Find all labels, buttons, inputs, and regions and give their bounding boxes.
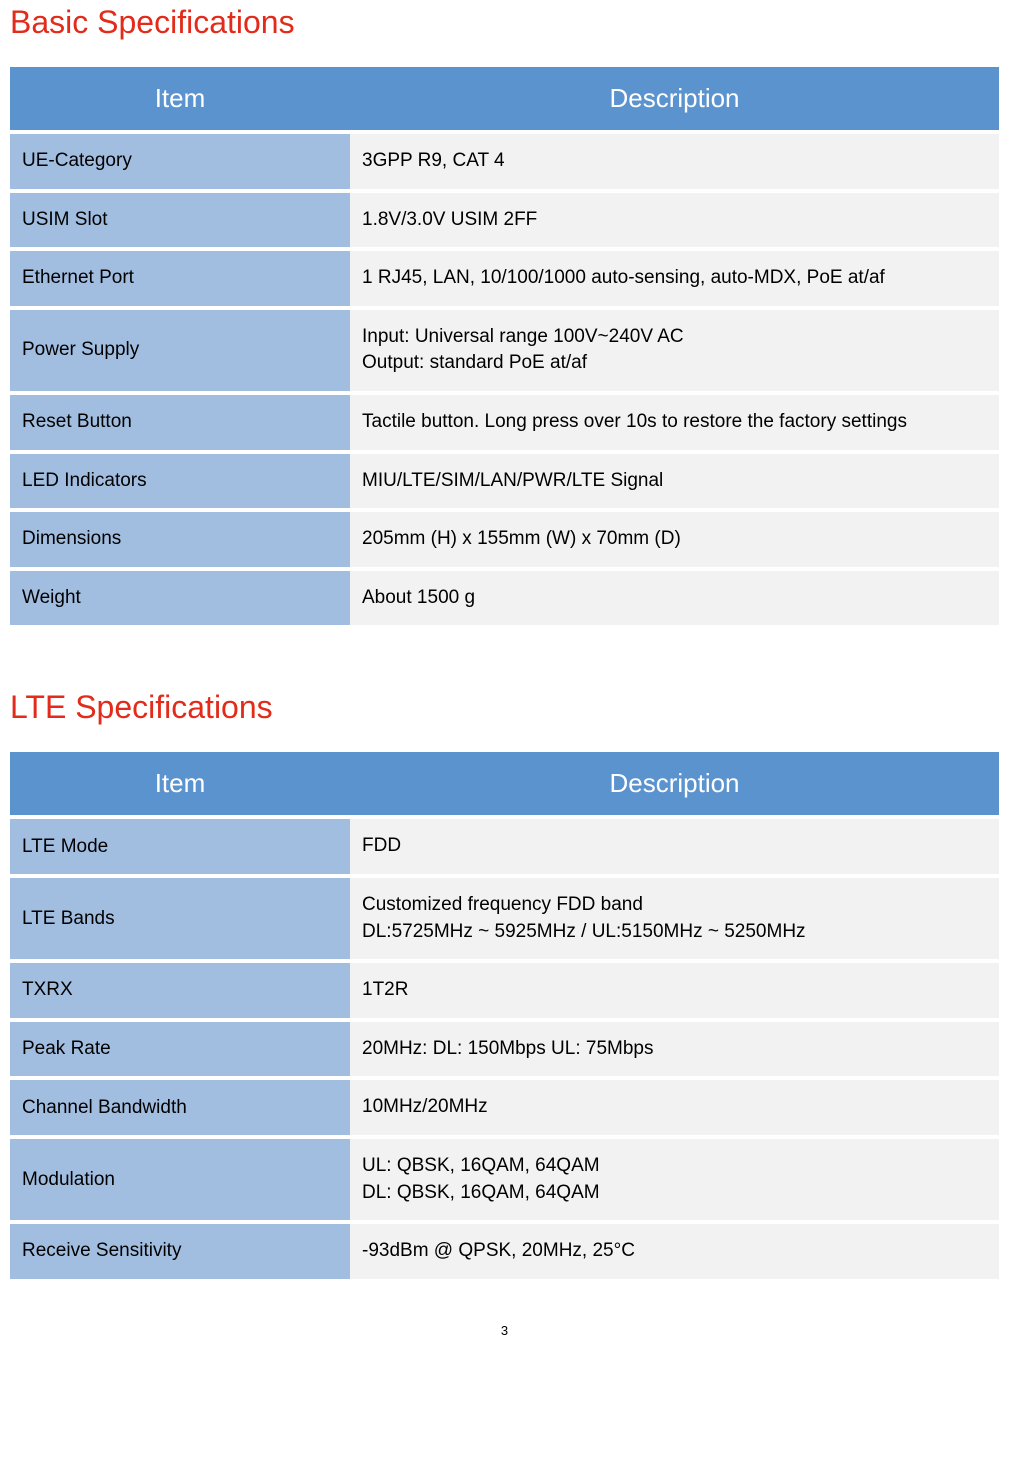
item-cell: TXRX [10, 963, 350, 1018]
column-header-description: Description [350, 67, 999, 130]
description-cell: 20MHz: DL: 150Mbps UL: 75Mbps [350, 1022, 999, 1077]
description-cell: 1 RJ45, LAN, 10/100/1000 auto-sensing, a… [350, 251, 999, 306]
table-row: Peak Rate20MHz: DL: 150Mbps UL: 75Mbps [10, 1022, 999, 1077]
item-cell: UE-Category [10, 134, 350, 189]
item-cell: Peak Rate [10, 1022, 350, 1077]
description-cell: -93dBm @ QPSK, 20MHz, 25°C [350, 1224, 999, 1279]
item-cell: Dimensions [10, 512, 350, 567]
description-cell: MIU/LTE/SIM/LAN/PWR/LTE Signal [350, 454, 999, 509]
description-cell: 3GPP R9, CAT 4 [350, 134, 999, 189]
description-cell: 1.8V/3.0V USIM 2FF [350, 193, 999, 248]
item-cell: Weight [10, 571, 350, 626]
description-cell: Tactile button. Long press over 10s to r… [350, 395, 999, 450]
table-row: USIM Slot1.8V/3.0V USIM 2FF [10, 193, 999, 248]
table-row: Channel Bandwidth10MHz/20MHz [10, 1080, 999, 1135]
table-row: LTE ModeFDD [10, 819, 999, 874]
table-row: Receive Sensitivity-93dBm @ QPSK, 20MHz,… [10, 1224, 999, 1279]
item-cell: Reset Button [10, 395, 350, 450]
item-cell: Ethernet Port [10, 251, 350, 306]
item-cell: LTE Mode [10, 819, 350, 874]
table-row: Ethernet Port1 RJ45, LAN, 10/100/1000 au… [10, 251, 999, 306]
item-cell: USIM Slot [10, 193, 350, 248]
table-row: LED IndicatorsMIU/LTE/SIM/LAN/PWR/LTE Si… [10, 454, 999, 509]
item-cell: LED Indicators [10, 454, 350, 509]
table-row: Power SupplyInput: Universal range 100V~… [10, 310, 999, 391]
description-cell: UL: QBSK, 16QAM, 64QAMDL: QBSK, 16QAM, 6… [350, 1139, 999, 1220]
spec-table: ItemDescriptionLTE ModeFDDLTE BandsCusto… [10, 748, 999, 1282]
table-row: LTE BandsCustomized frequency FDD bandDL… [10, 878, 999, 959]
description-cell: FDD [350, 819, 999, 874]
column-header-item: Item [10, 752, 350, 815]
description-cell: 1T2R [350, 963, 999, 1018]
table-row: Dimensions205mm (H) x 155mm (W) x 70mm (… [10, 512, 999, 567]
item-cell: Receive Sensitivity [10, 1224, 350, 1279]
description-cell: 10MHz/20MHz [350, 1080, 999, 1135]
spec-table: ItemDescriptionUE-Category3GPP R9, CAT 4… [10, 63, 999, 629]
description-cell: Customized frequency FDD bandDL:5725MHz … [350, 878, 999, 959]
section-title: LTE Specifications [10, 689, 999, 726]
description-cell: 205mm (H) x 155mm (W) x 70mm (D) [350, 512, 999, 567]
column-header-description: Description [350, 752, 999, 815]
table-row: UE-Category3GPP R9, CAT 4 [10, 134, 999, 189]
column-header-item: Item [10, 67, 350, 130]
description-cell: Input: Universal range 100V~240V ACOutpu… [350, 310, 999, 391]
page-number: 3 [10, 1323, 999, 1346]
item-cell: Power Supply [10, 310, 350, 391]
description-cell: About 1500 g [350, 571, 999, 626]
table-row: TXRX1T2R [10, 963, 999, 1018]
table-row: Reset ButtonTactile button. Long press o… [10, 395, 999, 450]
item-cell: LTE Bands [10, 878, 350, 959]
table-row: ModulationUL: QBSK, 16QAM, 64QAMDL: QBSK… [10, 1139, 999, 1220]
item-cell: Modulation [10, 1139, 350, 1220]
item-cell: Channel Bandwidth [10, 1080, 350, 1135]
table-row: WeightAbout 1500 g [10, 571, 999, 626]
section-title: Basic Specifications [10, 4, 999, 41]
